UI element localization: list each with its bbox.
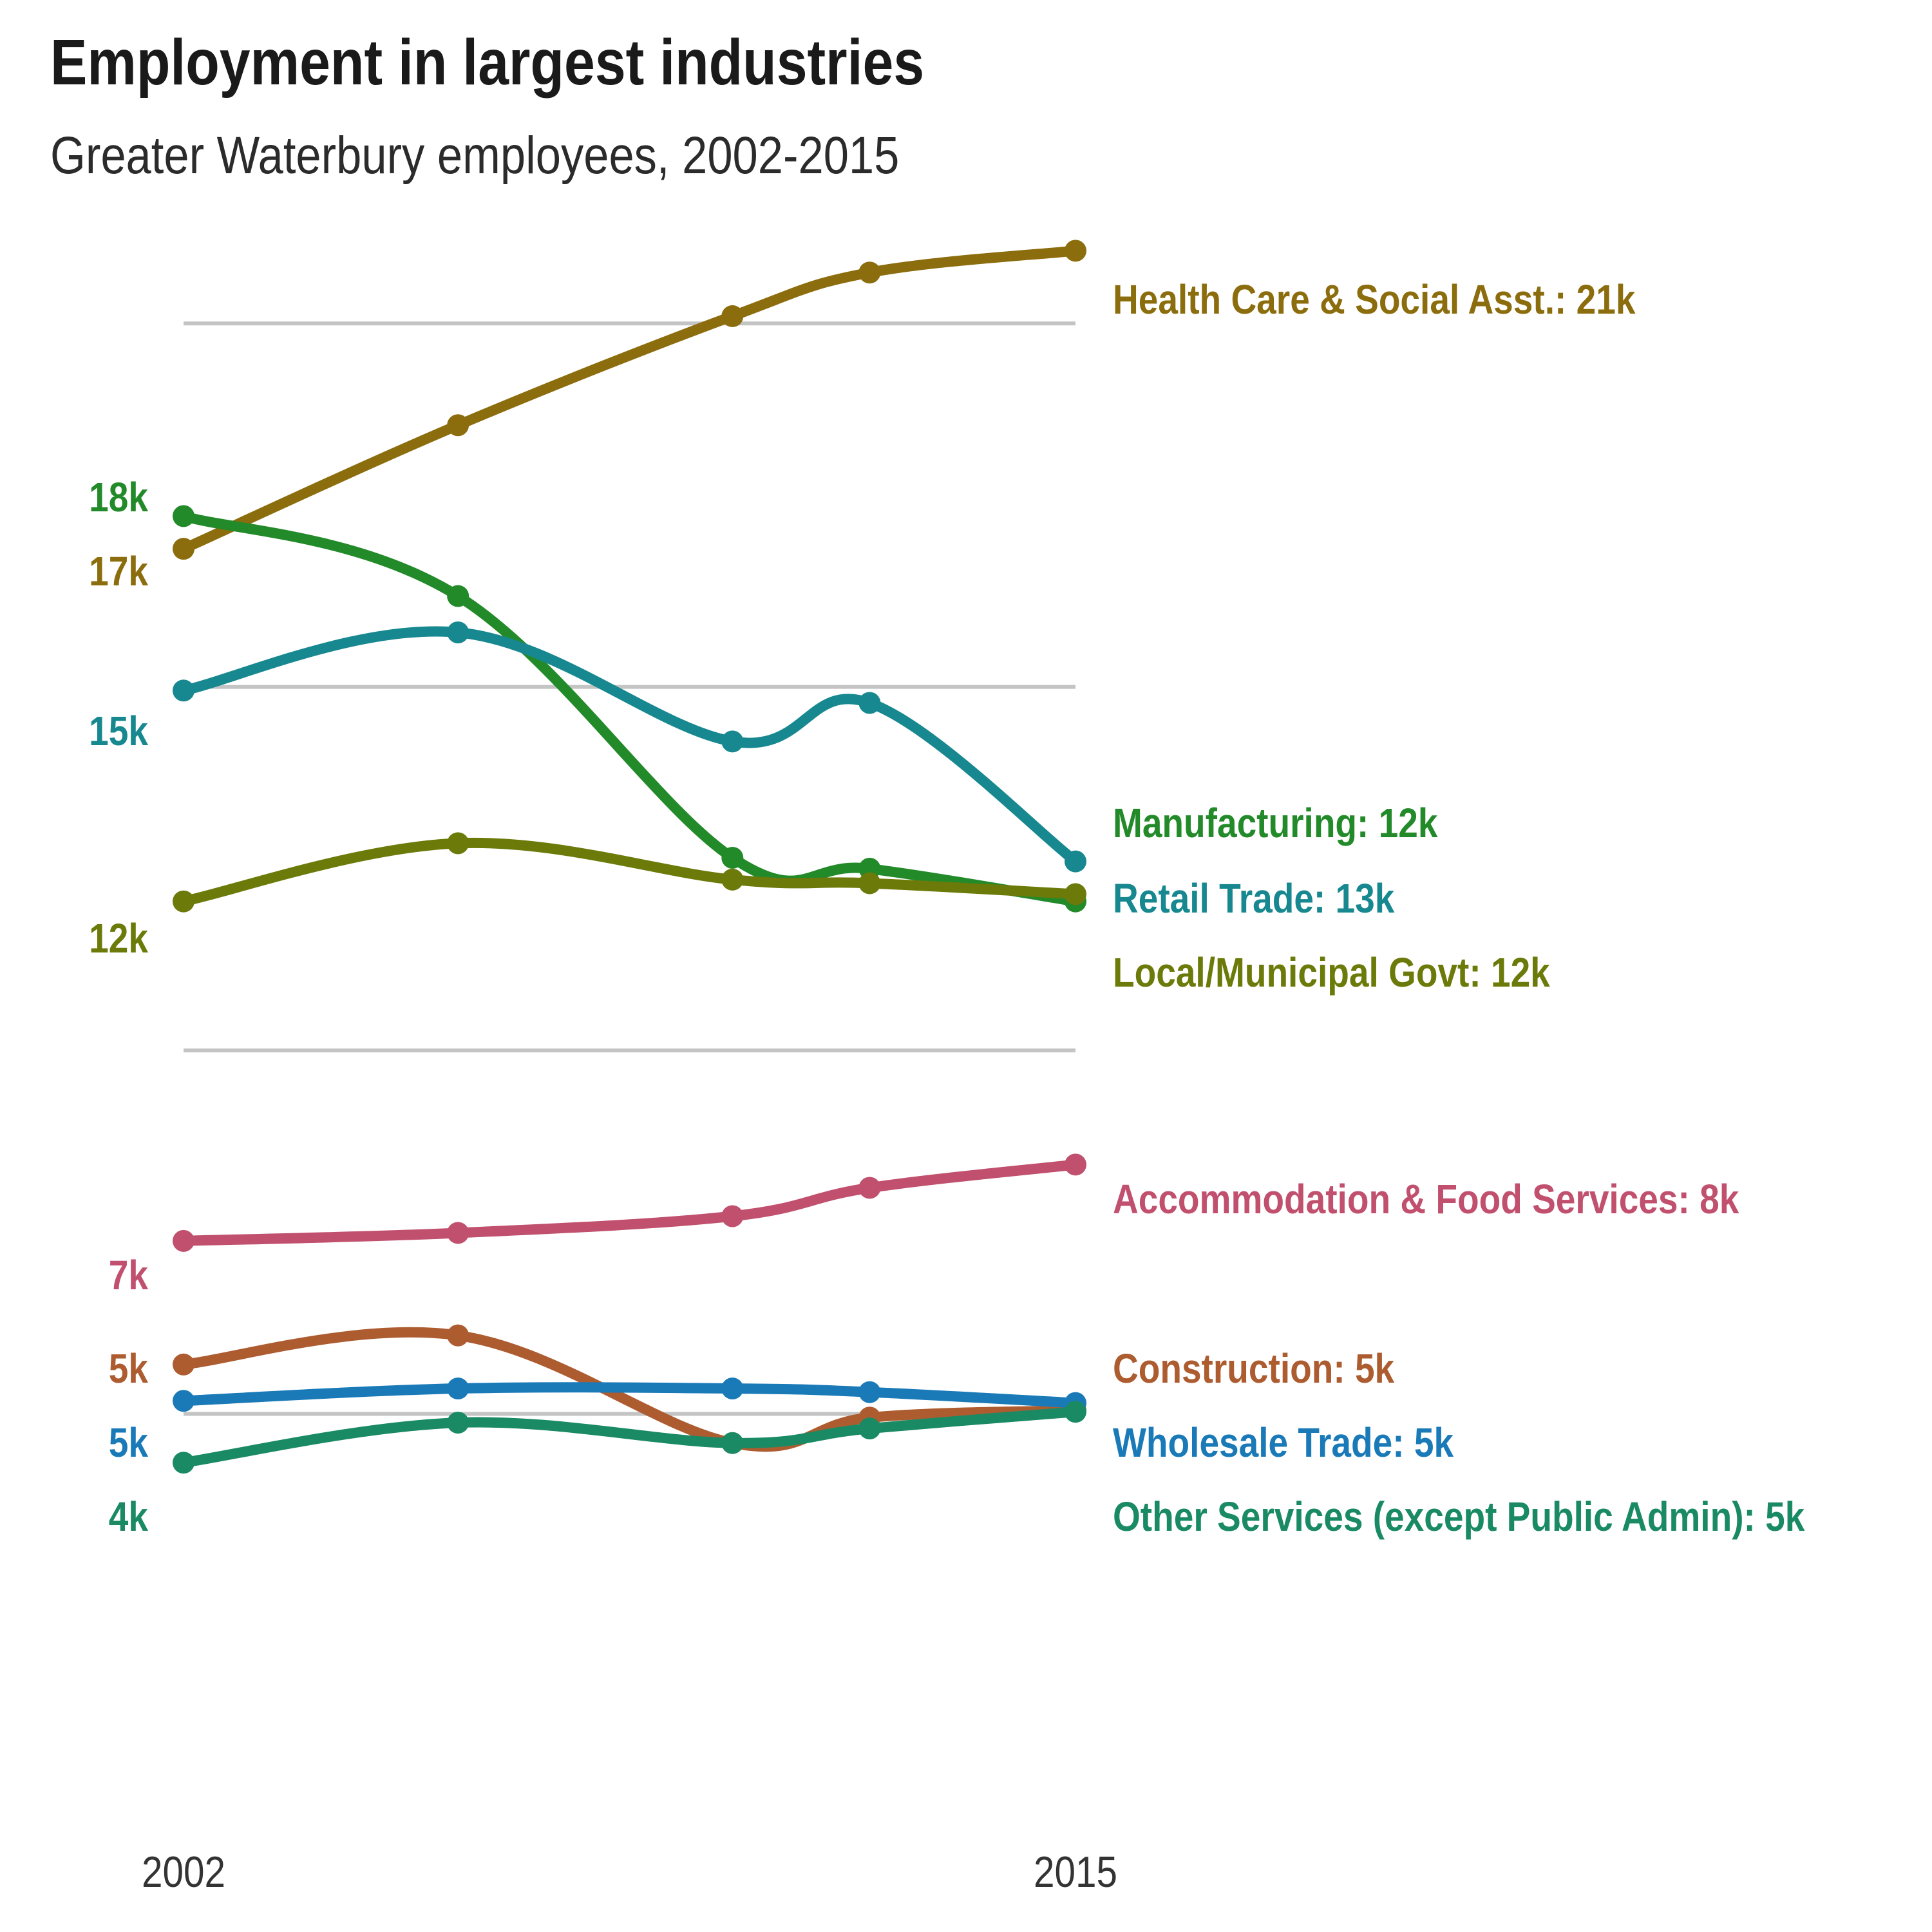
data-point	[173, 505, 194, 527]
data-point	[173, 538, 194, 560]
end-series-label: Retail Trade: 13k	[1113, 875, 1395, 922]
series-line	[178, 511, 1081, 907]
series-layer	[173, 240, 1086, 1474]
data-point	[721, 1205, 744, 1227]
data-point	[1065, 850, 1086, 873]
data-point	[1065, 240, 1086, 262]
start-value-label: 12k	[89, 915, 149, 961]
data-point	[858, 1381, 881, 1403]
series-line	[178, 1382, 1081, 1408]
data-point	[447, 1222, 469, 1244]
end-series-label: Accommodation & Food Services: 8k	[1113, 1176, 1739, 1222]
series-health-care-social-asst	[173, 240, 1086, 560]
data-point	[858, 1417, 881, 1440]
data-point	[447, 832, 469, 855]
series-line	[178, 245, 1081, 554]
series-line	[178, 837, 1081, 907]
x-tick-label: 2015	[1034, 1848, 1117, 1897]
series-local-municipal-govt	[173, 832, 1086, 913]
data-point	[447, 1324, 469, 1347]
data-point	[858, 261, 881, 284]
data-point	[447, 414, 469, 437]
data-point	[1065, 1401, 1086, 1423]
data-point	[1065, 1153, 1086, 1176]
start-value-label: 5k	[109, 1345, 149, 1392]
series-line	[178, 626, 1081, 867]
series-line	[178, 1327, 1081, 1452]
start-value-label: 18k	[89, 474, 149, 520]
series-accommodation-food-services	[173, 1153, 1086, 1252]
data-point	[721, 1378, 744, 1400]
series-manufacturing	[173, 505, 1086, 913]
start-value-label: 4k	[109, 1493, 149, 1540]
end-series-label: Wholesale Trade: 5k	[1113, 1419, 1454, 1466]
x-axis: 2002 2015	[142, 1848, 1117, 1897]
series-line	[178, 1159, 1081, 1246]
end-series-label: Health Care & Social Asst.: 21k	[1113, 276, 1636, 323]
data-point	[447, 585, 469, 607]
chart-title: Employment in largest industries	[50, 26, 925, 99]
data-point	[173, 679, 194, 702]
series-retail-trade	[173, 621, 1086, 873]
start-value-label: 7k	[109, 1252, 149, 1298]
data-point	[173, 890, 194, 913]
end-series-label: Construction: 5k	[1113, 1345, 1395, 1392]
x-tick-label: 2002	[142, 1848, 225, 1897]
data-point	[721, 730, 744, 753]
data-point	[447, 1378, 469, 1400]
data-point	[721, 1432, 744, 1454]
data-point	[721, 846, 744, 869]
series-other-services-except-public-admin	[173, 1401, 1086, 1474]
start-value-label: 15k	[89, 708, 149, 754]
data-point	[858, 872, 881, 895]
data-point	[173, 1452, 194, 1474]
end-series-label: Manufacturing: 12k	[1113, 800, 1438, 846]
data-point	[1065, 883, 1086, 905]
chart-subtitle: Greater Waterbury employees, 2002-2015	[50, 126, 900, 185]
data-point	[858, 1177, 881, 1199]
data-point	[721, 868, 744, 891]
end-series-label: Other Services (except Public Admin): 5k	[1113, 1493, 1805, 1540]
end-series-label: Local/Municipal Govt: 12k	[1113, 949, 1551, 996]
data-point	[173, 1229, 194, 1252]
data-point	[858, 692, 881, 714]
data-point	[173, 1353, 194, 1376]
data-point	[447, 1412, 469, 1434]
start-value-label: 5k	[109, 1419, 149, 1466]
series-line	[178, 1406, 1081, 1468]
data-point	[721, 305, 744, 327]
data-point	[173, 1390, 194, 1412]
start-value-label: 17k	[89, 548, 149, 594]
label-layer: 17k Health Care & Social Asst.: 21k 18k Man…	[89, 276, 1805, 1540]
data-point	[447, 621, 469, 643]
